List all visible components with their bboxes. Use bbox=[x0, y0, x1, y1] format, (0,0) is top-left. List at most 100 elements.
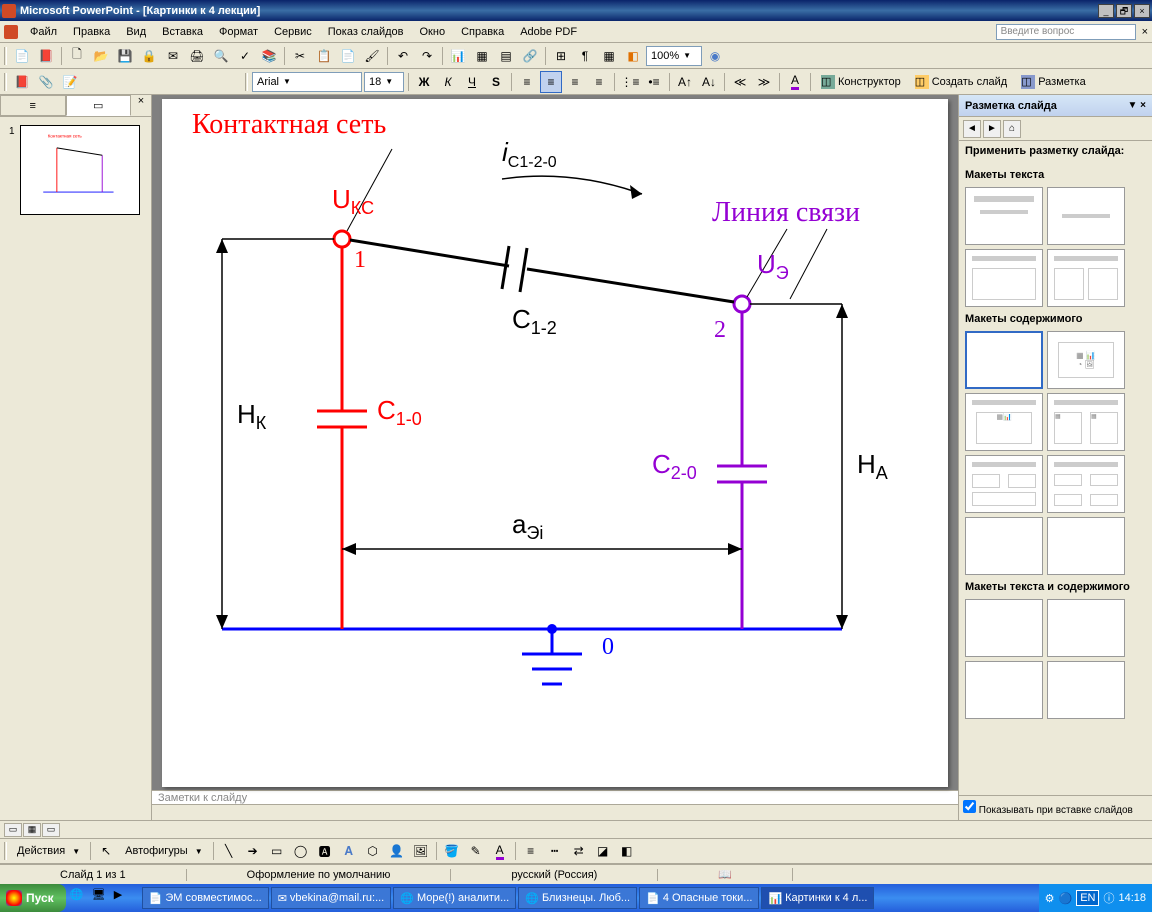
status-spell-icon[interactable]: 📖 bbox=[658, 868, 793, 881]
pdf-review-button[interactable]: 📝 bbox=[59, 71, 81, 93]
nav-home-button[interactable]: ⌂ bbox=[1003, 120, 1021, 138]
decrease-indent-button[interactable]: ≪ bbox=[729, 71, 751, 93]
research-button[interactable]: 📚 bbox=[258, 45, 280, 67]
align-center-button[interactable]: ≡ bbox=[540, 71, 562, 93]
layout-item[interactable] bbox=[965, 455, 1043, 513]
menu-slideshow[interactable]: Показ слайдов bbox=[320, 24, 412, 40]
menu-adobe[interactable]: Adobe PDF bbox=[512, 24, 585, 40]
numbering-button[interactable]: ⋮≡ bbox=[619, 71, 641, 93]
pane-close-button[interactable]: × bbox=[131, 95, 151, 116]
font-color-button[interactable]: A bbox=[784, 71, 806, 93]
wordart-button[interactable]: 𝐀 bbox=[338, 840, 360, 862]
menu-file[interactable]: Файл bbox=[22, 24, 65, 40]
menu-window[interactable]: Окно bbox=[412, 24, 454, 40]
actions-menu[interactable]: Действия▼ bbox=[11, 840, 86, 862]
pdf-export-button[interactable]: 📕 bbox=[11, 71, 33, 93]
horizontal-scrollbar[interactable] bbox=[152, 804, 958, 820]
rectangle-button[interactable]: ▭ bbox=[266, 840, 288, 862]
decrease-font-button[interactable]: A↓ bbox=[698, 71, 720, 93]
layout-item[interactable] bbox=[965, 187, 1043, 245]
taskbar-item[interactable]: 📄ЭМ совместимос... bbox=[142, 887, 269, 909]
mail-button[interactable]: ✉ bbox=[162, 45, 184, 67]
menu-view[interactable]: Вид bbox=[118, 24, 154, 40]
line-style-button[interactable]: ≡ bbox=[520, 840, 542, 862]
taskbar-item-active[interactable]: 📊Картинки к 4 л... bbox=[761, 887, 874, 909]
new-button[interactable]: 📄 bbox=[11, 45, 33, 67]
line-button[interactable]: ╲ bbox=[218, 840, 240, 862]
textbox-button[interactable]: 🅰 bbox=[314, 840, 336, 862]
3d-style-button[interactable]: ◧ bbox=[616, 840, 638, 862]
ql-media-icon[interactable]: ▶ bbox=[114, 888, 134, 908]
layout-item[interactable] bbox=[1047, 187, 1125, 245]
tray-icon[interactable]: ⚙ bbox=[1045, 892, 1055, 905]
layout-item[interactable]: ▦▦ bbox=[1047, 393, 1125, 451]
nav-back-button[interactable]: ◄ bbox=[963, 120, 981, 138]
minimize-button[interactable]: _ bbox=[1098, 4, 1114, 18]
italic-button[interactable]: К bbox=[437, 71, 459, 93]
preview-button[interactable]: 🔍 bbox=[210, 45, 232, 67]
dash-style-button[interactable]: ┅ bbox=[544, 840, 566, 862]
layout-item[interactable]: ▦📊 bbox=[965, 393, 1043, 451]
grid-button[interactable]: ▦ bbox=[598, 45, 620, 67]
start-button[interactable]: Пуск bbox=[0, 884, 66, 912]
restore-button[interactable]: 🗗 bbox=[1116, 4, 1132, 18]
clock[interactable]: 14:18 bbox=[1118, 892, 1146, 904]
cut-button[interactable]: ✂ bbox=[289, 45, 311, 67]
align-left-button[interactable]: ≡ bbox=[516, 71, 538, 93]
doc-close-button[interactable]: × bbox=[1142, 26, 1148, 38]
slides-tab[interactable]: ▭ bbox=[66, 95, 132, 116]
help-button[interactable]: ◉ bbox=[704, 45, 726, 67]
ql-ie-icon[interactable]: 🌐 bbox=[70, 888, 90, 908]
taskbar-item[interactable]: ✉vbekina@mail.ru:... bbox=[271, 887, 392, 909]
ql-desktop-icon[interactable]: 🖥 bbox=[92, 888, 112, 908]
taskbar-item[interactable]: 🌐Море(!) аналити... bbox=[393, 887, 516, 909]
zoom-combo[interactable]: 100%▼ bbox=[646, 46, 702, 66]
diagram-button[interactable]: ⬡ bbox=[362, 840, 384, 862]
show-on-insert-checkbox[interactable]: Показывать при вставке слайдов bbox=[959, 795, 1152, 820]
font-color-draw-button[interactable]: A bbox=[489, 840, 511, 862]
print-button[interactable]: 🖨 bbox=[186, 45, 208, 67]
clipart-button[interactable]: 👤 bbox=[386, 840, 408, 862]
bold-button[interactable]: Ж bbox=[413, 71, 435, 93]
justify-button[interactable]: ≡ bbox=[588, 71, 610, 93]
new-doc-button[interactable]: 🗋 bbox=[66, 45, 88, 67]
font-combo[interactable]: Arial▼ bbox=[252, 72, 362, 92]
menu-help[interactable]: Справка bbox=[453, 24, 512, 40]
redo-button[interactable]: ↷ bbox=[416, 45, 438, 67]
layout-item[interactable] bbox=[965, 517, 1043, 575]
layout-item-blank[interactable] bbox=[965, 331, 1043, 389]
layout-item[interactable] bbox=[1047, 599, 1125, 657]
lang-indicator[interactable]: EN bbox=[1076, 890, 1099, 906]
layout-item[interactable] bbox=[1047, 249, 1125, 307]
tray-icon[interactable]: ⓘ bbox=[1103, 890, 1114, 906]
notes-area[interactable]: Заметки к слайду bbox=[152, 790, 958, 804]
shadow-button[interactable]: S bbox=[485, 71, 507, 93]
hyperlink-button[interactable]: 🔗 bbox=[519, 45, 541, 67]
copy-button[interactable]: 📋 bbox=[313, 45, 335, 67]
new-slide-button[interactable]: ◫Создать слайд bbox=[909, 71, 1013, 93]
slide-thumbnail-1[interactable]: 1 Контактная сеть bbox=[20, 125, 140, 215]
picture-button[interactable]: 🖼 bbox=[410, 840, 432, 862]
oval-button[interactable]: ◯ bbox=[290, 840, 312, 862]
layout-item[interactable] bbox=[965, 661, 1043, 719]
outline-tab[interactable]: ≡ bbox=[0, 95, 66, 116]
menu-edit[interactable]: Правка bbox=[65, 24, 118, 40]
permission-button[interactable]: 🔒 bbox=[138, 45, 160, 67]
tables-borders-button[interactable]: ▤ bbox=[495, 45, 517, 67]
underline-button[interactable]: Ч bbox=[461, 71, 483, 93]
layout-item[interactable] bbox=[1047, 455, 1125, 513]
layout-item[interactable] bbox=[965, 249, 1043, 307]
spelling-button[interactable]: ✓ bbox=[234, 45, 256, 67]
chart-button[interactable]: 📊 bbox=[447, 45, 469, 67]
arrow-button[interactable]: ➔ bbox=[242, 840, 264, 862]
sorter-view-button[interactable]: ▦ bbox=[23, 823, 41, 837]
pdf-button[interactable]: 📕 bbox=[35, 45, 57, 67]
task-pane-menu-button[interactable]: ▼ × bbox=[1127, 100, 1146, 111]
menu-format[interactable]: Формат bbox=[211, 24, 266, 40]
shadow-style-button[interactable]: ◪ bbox=[592, 840, 614, 862]
pdf-attach-button[interactable]: 📎 bbox=[35, 71, 57, 93]
menu-tools[interactable]: Сервис bbox=[266, 24, 320, 40]
line-color-button[interactable]: ✎ bbox=[465, 840, 487, 862]
paste-button[interactable]: 📄 bbox=[337, 45, 359, 67]
close-button[interactable]: × bbox=[1134, 4, 1150, 18]
